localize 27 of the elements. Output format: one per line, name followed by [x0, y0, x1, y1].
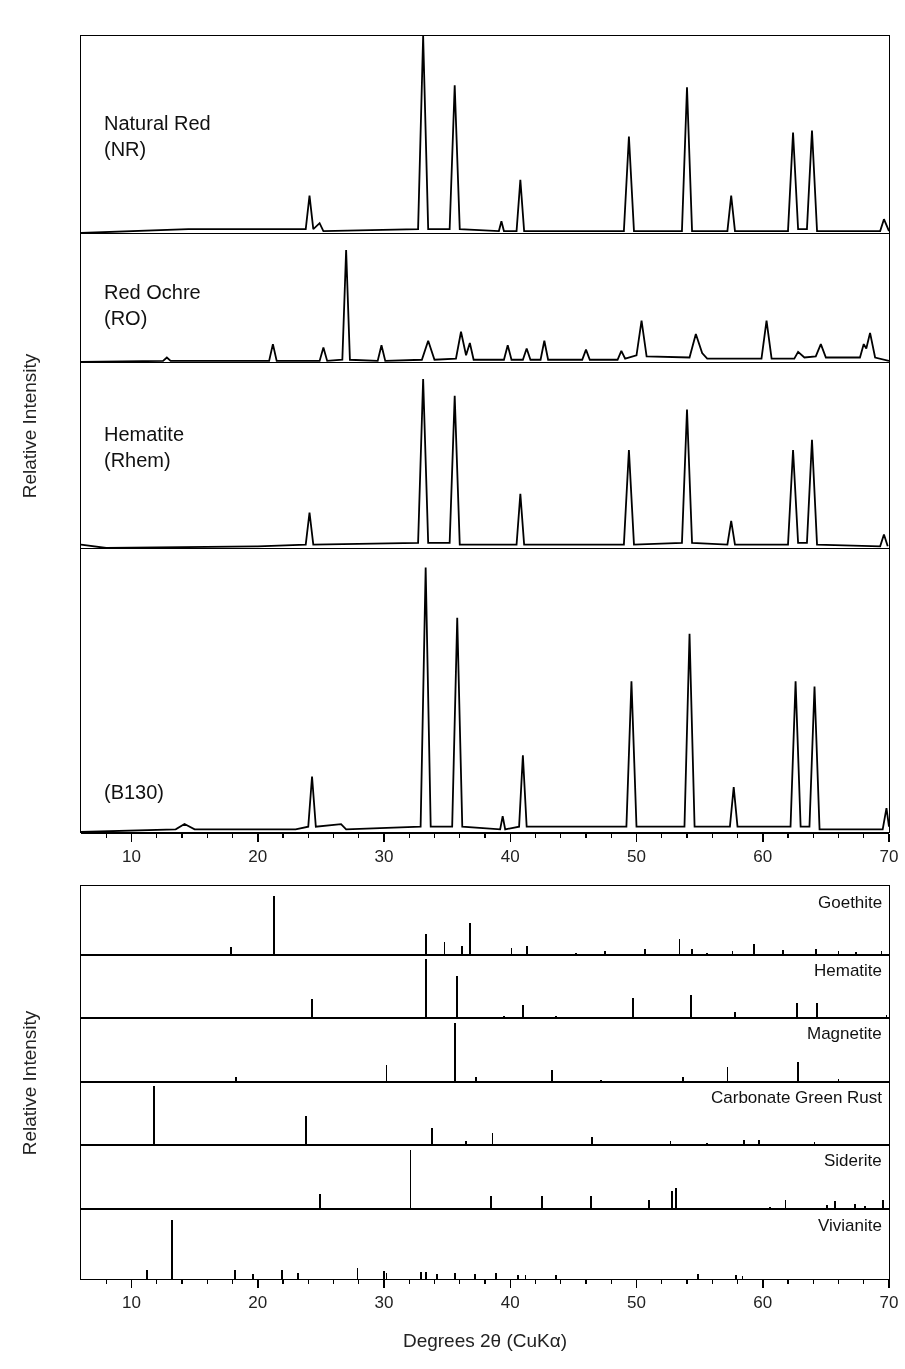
x-tick-label: 10 — [122, 846, 141, 866]
text: Vivianite — [818, 1216, 882, 1235]
x-tick-label: 70 — [879, 846, 899, 866]
series-label: Hematite — [814, 961, 883, 980]
y-axis-title: Relative Intensity — [19, 1010, 41, 1155]
series-label: Magnetite — [807, 1024, 882, 1043]
x-tick-label: 60 — [753, 1293, 773, 1313]
x-tick-label: 50 — [627, 846, 646, 866]
text: Natural Red (NR) — [104, 112, 211, 160]
x-axis-title: Degrees 2θ (CuKα) — [402, 1330, 568, 1352]
x-tick-label: 70 — [879, 1293, 899, 1313]
x-tick-label: 30 — [374, 846, 394, 866]
series-label: (B130) — [104, 781, 165, 803]
x-tick-label: 30 — [374, 1293, 394, 1313]
x-tick-label: 40 — [500, 1293, 520, 1313]
x-tick-label: 60 — [753, 846, 773, 866]
text: Hematite (Rhem) — [104, 423, 185, 471]
x-tick-label: 40 — [500, 846, 520, 866]
text: Carbonate Green Rust — [711, 1088, 883, 1107]
x-tick-label: 20 — [248, 1293, 268, 1313]
series-label: Siderite — [824, 1151, 882, 1170]
y-axis-title: Relative Intensity — [19, 353, 41, 499]
x-tick-label: 20 — [248, 846, 268, 866]
text: Goethite — [818, 893, 883, 912]
series-label: Red Ochre (RO) — [104, 281, 201, 329]
x-tick-label: 50 — [627, 1293, 646, 1313]
x-tick-label: 10 — [122, 1293, 141, 1313]
